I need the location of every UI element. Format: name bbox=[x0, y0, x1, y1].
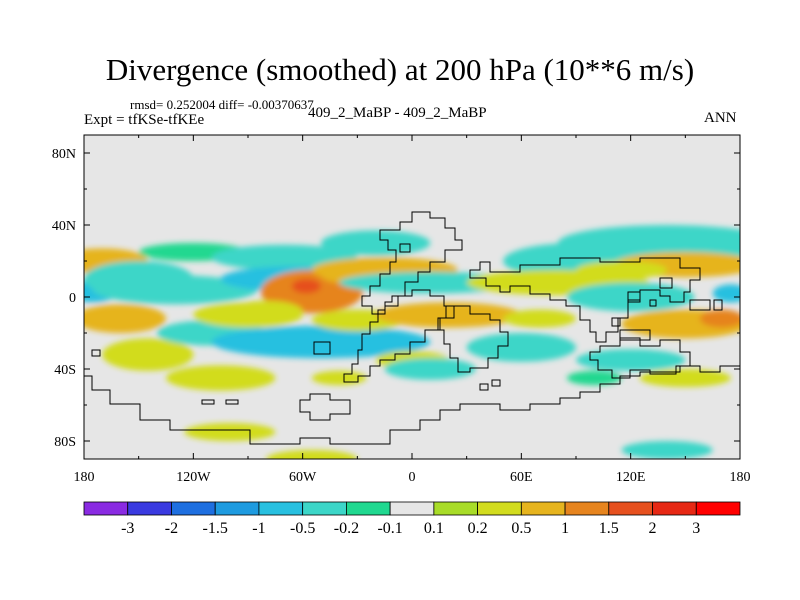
y-tick-label: 40N bbox=[52, 219, 76, 234]
anomaly-region-40 bbox=[621, 441, 713, 459]
anomaly-region-15 bbox=[229, 300, 303, 323]
colorbar-label: 1 bbox=[561, 520, 569, 537]
y-tick-label: 40S bbox=[54, 363, 76, 378]
x-tick-label: 120W bbox=[176, 470, 211, 485]
colorbar-label: 1.5 bbox=[599, 520, 619, 537]
coastline-maritime bbox=[619, 277, 711, 341]
colorbar-swatch bbox=[520, 501, 566, 516]
colorbar-label: -0.5 bbox=[290, 520, 315, 537]
anomaly-region-30 bbox=[557, 225, 740, 261]
anomaly-region-36 bbox=[699, 309, 740, 328]
anomaly-region-14 bbox=[291, 279, 321, 294]
colorbar-label: 2 bbox=[649, 520, 657, 537]
coastline-antarctica bbox=[84, 365, 740, 445]
season-label: ANN bbox=[704, 110, 737, 126]
anomaly-region-28 bbox=[503, 309, 576, 328]
x-tick-label: 60E bbox=[510, 470, 533, 485]
anomaly-region-41 bbox=[566, 370, 622, 386]
anomaly-region-4 bbox=[84, 304, 166, 333]
colorbar-swatch bbox=[564, 501, 610, 516]
colorbar-swatch bbox=[171, 501, 216, 516]
colorbar-label: -1 bbox=[252, 520, 265, 537]
stats-label: rmsd= 0.252004 diff= -0.00370637 bbox=[130, 97, 314, 112]
x-tick-label: 180 bbox=[730, 470, 751, 485]
colorbar-swatch bbox=[345, 501, 391, 516]
coastline-layer bbox=[84, 211, 740, 445]
colorbar-swatch bbox=[652, 501, 697, 516]
colorbar-swatch bbox=[477, 501, 522, 516]
anomaly-region-38 bbox=[576, 349, 686, 371]
colorbar-swatch bbox=[695, 501, 741, 516]
anomaly-region-9 bbox=[184, 423, 276, 441]
coastline-antarctic-peninsula bbox=[299, 393, 351, 421]
colorbar-label: -3 bbox=[121, 520, 134, 537]
anomaly-region-8 bbox=[166, 365, 276, 391]
colorbar-label: 0.2 bbox=[468, 520, 488, 537]
anomaly-region-26 bbox=[384, 358, 476, 380]
anomaly-region-3 bbox=[93, 275, 258, 305]
colorbar-label: 0.5 bbox=[511, 520, 531, 537]
anomaly-region-27 bbox=[466, 333, 576, 362]
y-tick-label: 0 bbox=[69, 291, 76, 306]
anomaly-region-34 bbox=[566, 282, 695, 312]
y-tick-label: 80S bbox=[54, 435, 76, 450]
anomaly-region-20 bbox=[320, 230, 431, 256]
case-label: 409_2_MaBP - 409_2_MaBP bbox=[308, 105, 487, 121]
y-tick-label: 80N bbox=[52, 147, 76, 162]
colorbar-label: -0.2 bbox=[334, 520, 359, 537]
coastline-australia bbox=[589, 337, 691, 379]
coastline-islands bbox=[91, 243, 723, 405]
x-axis: 180 120W 60W 0 60E 120E 180 bbox=[74, 135, 751, 485]
experiment-label: Expt = tfKSe-tfKEe bbox=[84, 112, 205, 128]
colorbar-swatch bbox=[608, 501, 653, 516]
coastline-africa bbox=[437, 305, 509, 373]
figure-title: Divergence (smoothed) at 200 hPa (10**6 … bbox=[105, 52, 695, 87]
colorbar-swatch bbox=[258, 501, 304, 516]
anomaly-field-layer bbox=[84, 225, 740, 459]
colorbar: -3 -2 -1.5 -1 -0.5 -0.2 -0.1 0.1 0.2 0.5 1 1.5 2 3 bbox=[83, 501, 741, 537]
anomaly-region-11 bbox=[211, 244, 358, 270]
colorbar-swatch bbox=[433, 501, 478, 516]
anomaly-region-24 bbox=[375, 302, 522, 328]
colorbar-swatch bbox=[214, 501, 260, 516]
colorbar-swatch bbox=[127, 501, 172, 516]
colorbar-label: 3 bbox=[692, 520, 700, 537]
colorbar-swatch bbox=[83, 501, 129, 516]
x-tick-label: 0 bbox=[409, 470, 416, 485]
anomaly-region-5 bbox=[102, 338, 194, 371]
colorbar-label: -1.5 bbox=[203, 520, 228, 537]
colorbar-label: 0.1 bbox=[424, 520, 444, 537]
x-tick-label: 180 bbox=[74, 470, 95, 485]
anomaly-region-19 bbox=[266, 450, 358, 459]
colorbar-label: -2 bbox=[165, 520, 178, 537]
x-tick-label: 120E bbox=[616, 470, 646, 485]
colorbar-swatch bbox=[302, 501, 347, 516]
anomaly-region-37 bbox=[712, 284, 740, 303]
colorbar-swatch bbox=[389, 501, 435, 516]
x-tick-label: 60W bbox=[289, 470, 317, 485]
colorbar-label: -0.1 bbox=[377, 520, 402, 537]
y-axis: 80N 40N 0 40S 80S bbox=[52, 147, 740, 450]
